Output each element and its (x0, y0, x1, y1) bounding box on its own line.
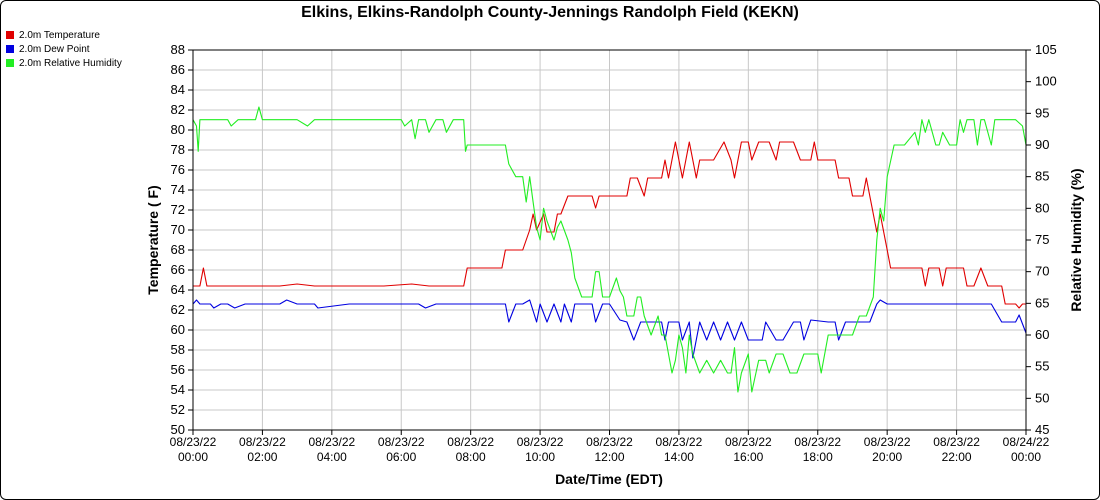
y-tick-label: 50 (171, 422, 185, 437)
y-tick-label: 80 (171, 122, 185, 137)
y-tick-label: 78 (171, 142, 185, 157)
x-tick-label-date: 08/23/22 (725, 435, 772, 449)
legend-label-relative-humidity: 2.0m Relative Humidity (19, 57, 122, 69)
x-tick-label-time: 20:00 (872, 450, 902, 464)
legend-swatch-temperature (6, 31, 14, 39)
relative-humidity-line (192, 106, 1027, 393)
temperature-line (193, 141, 1026, 309)
legend-item-temperature: 2.0m Temperature (6, 28, 122, 42)
y-tick-label: 84 (171, 82, 185, 97)
legend-item-relative-humidity: 2.0m Relative Humidity (6, 56, 122, 70)
y-tick-label: 76 (171, 162, 185, 177)
x-tick-label-date: 08/23/22 (239, 435, 286, 449)
x-tick-label-time: 02:00 (247, 450, 277, 464)
axes: 08/23/2200:0008/23/2202:0008/23/2204:000… (170, 42, 1057, 464)
legend: 2.0m Temperature 2.0m Dew Point 2.0m Rel… (6, 28, 122, 70)
x-tick-label-time: 12:00 (594, 450, 624, 464)
x-tick-label-time: 18:00 (803, 450, 833, 464)
y2-tick-label: 100 (1035, 74, 1057, 89)
y2-tick-label: 55 (1035, 359, 1049, 374)
y2-tick-label: 80 (1035, 200, 1049, 215)
x-tick-label-time: 06:00 (386, 450, 416, 464)
y-tick-label: 74 (171, 182, 185, 197)
y-axis-label: Temperature ( F) (145, 185, 161, 294)
y-tick-label: 64 (171, 282, 185, 297)
y-tick-label: 62 (171, 302, 185, 317)
x-tick-label-time: 22:00 (942, 450, 972, 464)
y-tick-label: 52 (171, 402, 185, 417)
x-tick-label-date: 08/23/22 (656, 435, 703, 449)
series-group (192, 106, 1027, 393)
y2-tick-label: 60 (1035, 327, 1049, 342)
y2-tick-label: 90 (1035, 137, 1049, 152)
y2-tick-label: 85 (1035, 169, 1049, 184)
y-tick-label: 82 (171, 102, 185, 117)
y2-tick-label: 105 (1035, 42, 1057, 57)
grid (192, 49, 1027, 431)
y-tick-label: 86 (171, 62, 185, 77)
x-tick-label-date: 08/23/22 (864, 435, 911, 449)
x-tick-label-date: 08/23/22 (517, 435, 564, 449)
y-tick-label: 72 (171, 202, 185, 217)
y2-tick-label: 75 (1035, 232, 1049, 247)
x-tick-label-time: 16:00 (733, 450, 763, 464)
dew-point-line (192, 299, 1027, 359)
legend-label-temperature: 2.0m Temperature (19, 29, 100, 41)
x-tick-label-time: 00:00 (1011, 450, 1041, 464)
chart-title: Elkins, Elkins-Randolph County-Jennings … (301, 4, 799, 21)
x-tick-label-date: 08/23/22 (447, 435, 494, 449)
x-tick-label-time: 08:00 (456, 450, 486, 464)
y-tick-label: 56 (171, 362, 185, 377)
y2-axis-label: Relative Humidity (%) (1068, 168, 1084, 311)
y-tick-label: 70 (171, 222, 185, 237)
x-tick-label-date: 08/23/22 (794, 435, 841, 449)
y2-tick-label: 70 (1035, 264, 1049, 279)
y-tick-label: 68 (171, 242, 185, 257)
x-tick-label-time: 10:00 (525, 450, 555, 464)
y-tick-label: 54 (171, 382, 185, 397)
y2-tick-label: 95 (1035, 105, 1049, 120)
x-tick-label-date: 08/23/22 (378, 435, 425, 449)
y-tick-label: 66 (171, 262, 185, 277)
y2-tick-label: 65 (1035, 295, 1049, 310)
y2-tick-label: 45 (1035, 422, 1049, 437)
x-tick-label-date: 08/23/22 (170, 435, 217, 449)
y2-tick-label: 50 (1035, 390, 1049, 405)
x-axis-label: Date/Time (EDT) (555, 471, 663, 487)
x-tick-label-time: 14:00 (664, 450, 694, 464)
x-tick-label-time: 00:00 (178, 450, 208, 464)
y-tick-label: 60 (171, 322, 185, 337)
legend-label-dew-point: 2.0m Dew Point (19, 43, 90, 55)
plot-border (192, 49, 1027, 431)
x-tick-label-time: 04:00 (317, 450, 347, 464)
legend-swatch-dew-point (6, 45, 14, 53)
y-tick-label: 58 (171, 342, 185, 357)
legend-swatch-relative-humidity (6, 59, 14, 67)
x-tick-label-date: 08/23/22 (308, 435, 355, 449)
legend-item-dew-point: 2.0m Dew Point (6, 42, 122, 56)
x-tick-label-date: 08/24/22 (1003, 435, 1050, 449)
y-tick-label: 88 (171, 42, 185, 57)
x-tick-label-date: 08/23/22 (933, 435, 980, 449)
x-tick-label-date: 08/23/22 (586, 435, 633, 449)
